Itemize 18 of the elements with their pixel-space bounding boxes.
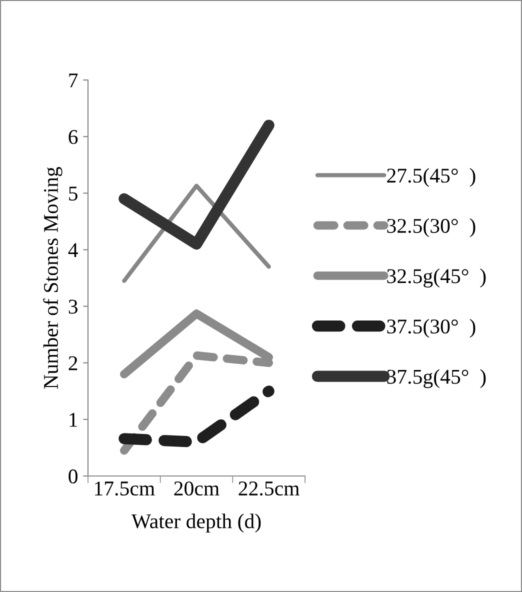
legend-label: 32.5(30° ) <box>387 218 476 238</box>
y-tick-label: 1 <box>70 412 78 427</box>
x-tick-label: 20cm <box>174 481 220 496</box>
legend-label: 37.5g(45° ) <box>387 369 486 388</box>
x-axis-title: Water depth (d) <box>131 514 261 533</box>
y-tick-label: 0 <box>68 469 78 484</box>
y-tick-label: 3 <box>68 300 78 314</box>
y-tick-label: 7 <box>69 74 78 88</box>
y-tick-label: 2 <box>68 356 78 370</box>
y-tick-label: 5 <box>69 186 78 201</box>
legend-label: 32.5g(45° ) <box>387 268 486 288</box>
x-tick-label: 22.5cm <box>238 482 300 496</box>
y-tick-label: 6 <box>68 130 78 144</box>
y-tick-label: 4 <box>68 243 78 257</box>
legend-label: 37.5(30° ) <box>387 318 476 338</box>
x-tick-label: 17.5cm <box>95 482 155 496</box>
y-axis-title: Number of Stones Moving <box>43 167 62 389</box>
legend-label: 27.5(45° ) <box>387 168 476 187</box>
